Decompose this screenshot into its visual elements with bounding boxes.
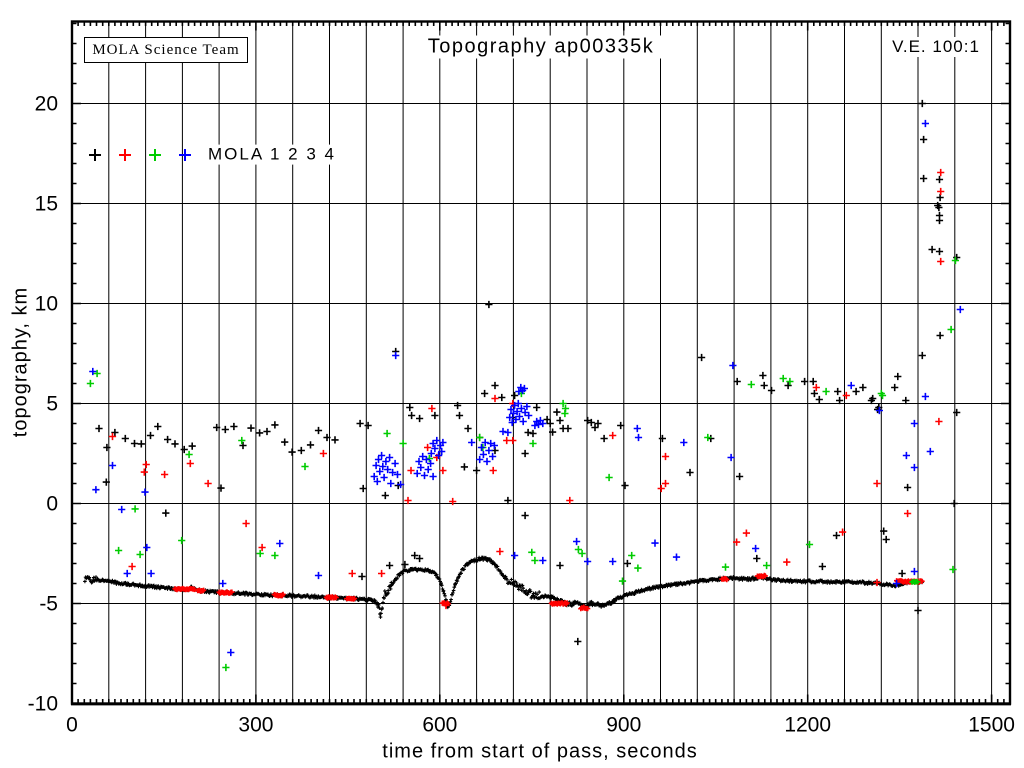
- credit-box-label: MOLA Science Team: [92, 41, 240, 58]
- x-tick-label: 900: [606, 714, 641, 737]
- axis-ticks: [71, 21, 1011, 705]
- series-mola-1: [95, 99, 961, 646]
- y-tick-label: 5: [46, 393, 58, 416]
- legend-label: MOLA 1 2 3 4: [203, 144, 341, 165]
- y-tick-label: -10: [28, 693, 58, 716]
- series-mola-4: [89, 119, 964, 657]
- x-tick-label: 600: [422, 714, 457, 737]
- legend-markers: [89, 149, 191, 161]
- grid-lines: [72, 21, 1010, 704]
- y-tick-label: 10: [35, 293, 58, 316]
- y-tick-label: -5: [39, 593, 58, 616]
- x-tick-label: 300: [238, 714, 273, 737]
- x-tick-label: 1500: [968, 714, 1015, 737]
- ground-track-points: [83, 555, 925, 619]
- y-tick-label: 15: [35, 193, 58, 216]
- legend-marker-mola-2: [119, 149, 131, 161]
- chart-title: Topography ap00335k: [419, 35, 663, 59]
- y-axis-label: topography, km: [9, 286, 32, 438]
- series-mola-2: [108, 168, 945, 612]
- x-tick-label: 0: [66, 714, 78, 737]
- series-mola-3: [86, 256, 959, 672]
- legend-marker-mola-1: [89, 149, 101, 161]
- credit-box: MOLA Science Team: [84, 37, 248, 63]
- plot-frame: [70, 20, 1012, 705]
- x-axis-label: time from start of pass, seconds: [382, 740, 698, 763]
- y-tick-label: 0: [46, 493, 58, 516]
- vertical-exaggeration-label: V.E. 100:1: [886, 37, 986, 57]
- y-tick-label: 20: [35, 93, 58, 116]
- legend-marker-mola-4: [179, 149, 191, 161]
- legend-marker-mola-3: [149, 149, 161, 161]
- x-tick-label: 1200: [784, 714, 831, 737]
